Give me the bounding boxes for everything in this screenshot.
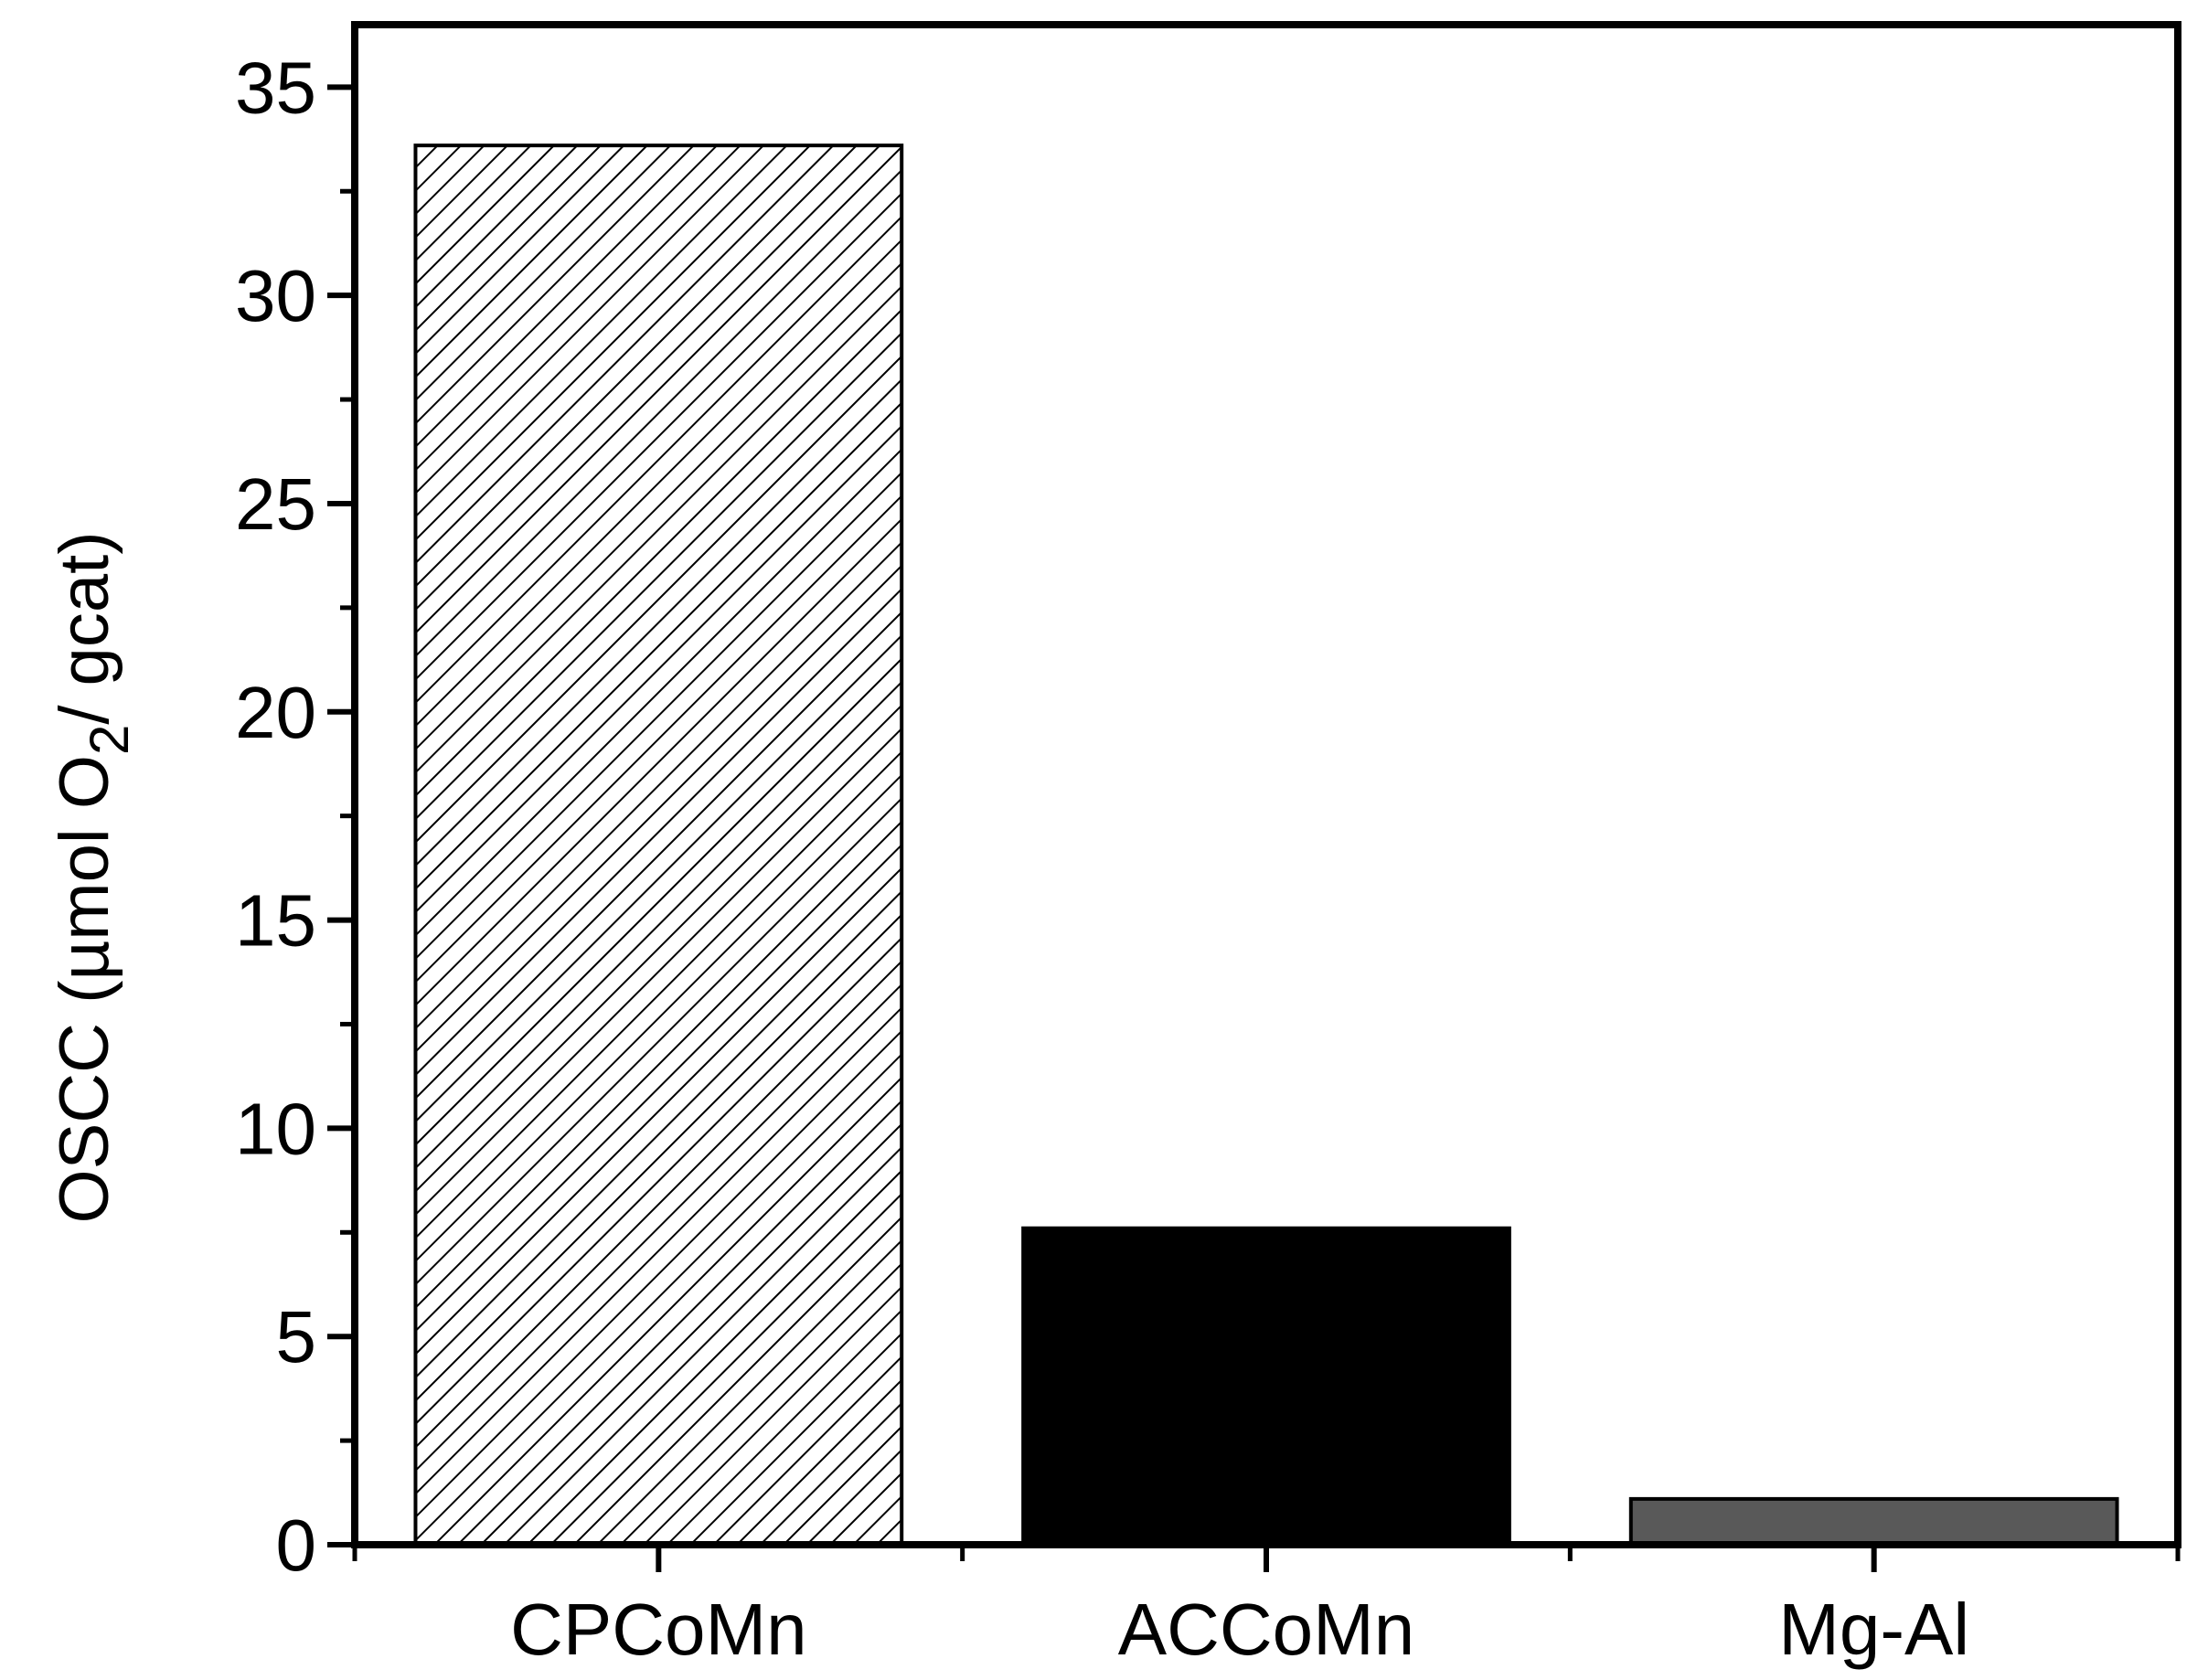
bar-accomn [1021,1226,1511,1547]
y-tick-label: 35 [235,47,316,128]
bars-layer [413,144,2119,1547]
y-tick-label: 0 [276,1505,317,1586]
x-tick-label: Mg-Al [1778,1589,1969,1670]
x-tick-label: CPCoMn [510,1589,807,1670]
y-tick-label: 25 [235,463,316,545]
bar-mg-al [1628,1496,2119,1547]
axis-ticks [327,84,2181,1572]
bar-cpcomn [413,144,904,1547]
axis-labels: 0 5 10 15 20 25 30 35 CPCoMn ACCoMn Mg-Al [235,47,1969,1670]
y-tick-label: 10 [235,1088,316,1169]
y-tick-label: 30 [235,255,316,336]
y-tick-label: 5 [276,1296,317,1377]
y-axis-title: OSCC (µmol O2/ gcat) [46,531,140,1223]
y-tick-label: 15 [235,880,316,962]
x-tick-label: ACCoMn [1118,1589,1415,1670]
y-tick-label: 20 [235,672,316,753]
